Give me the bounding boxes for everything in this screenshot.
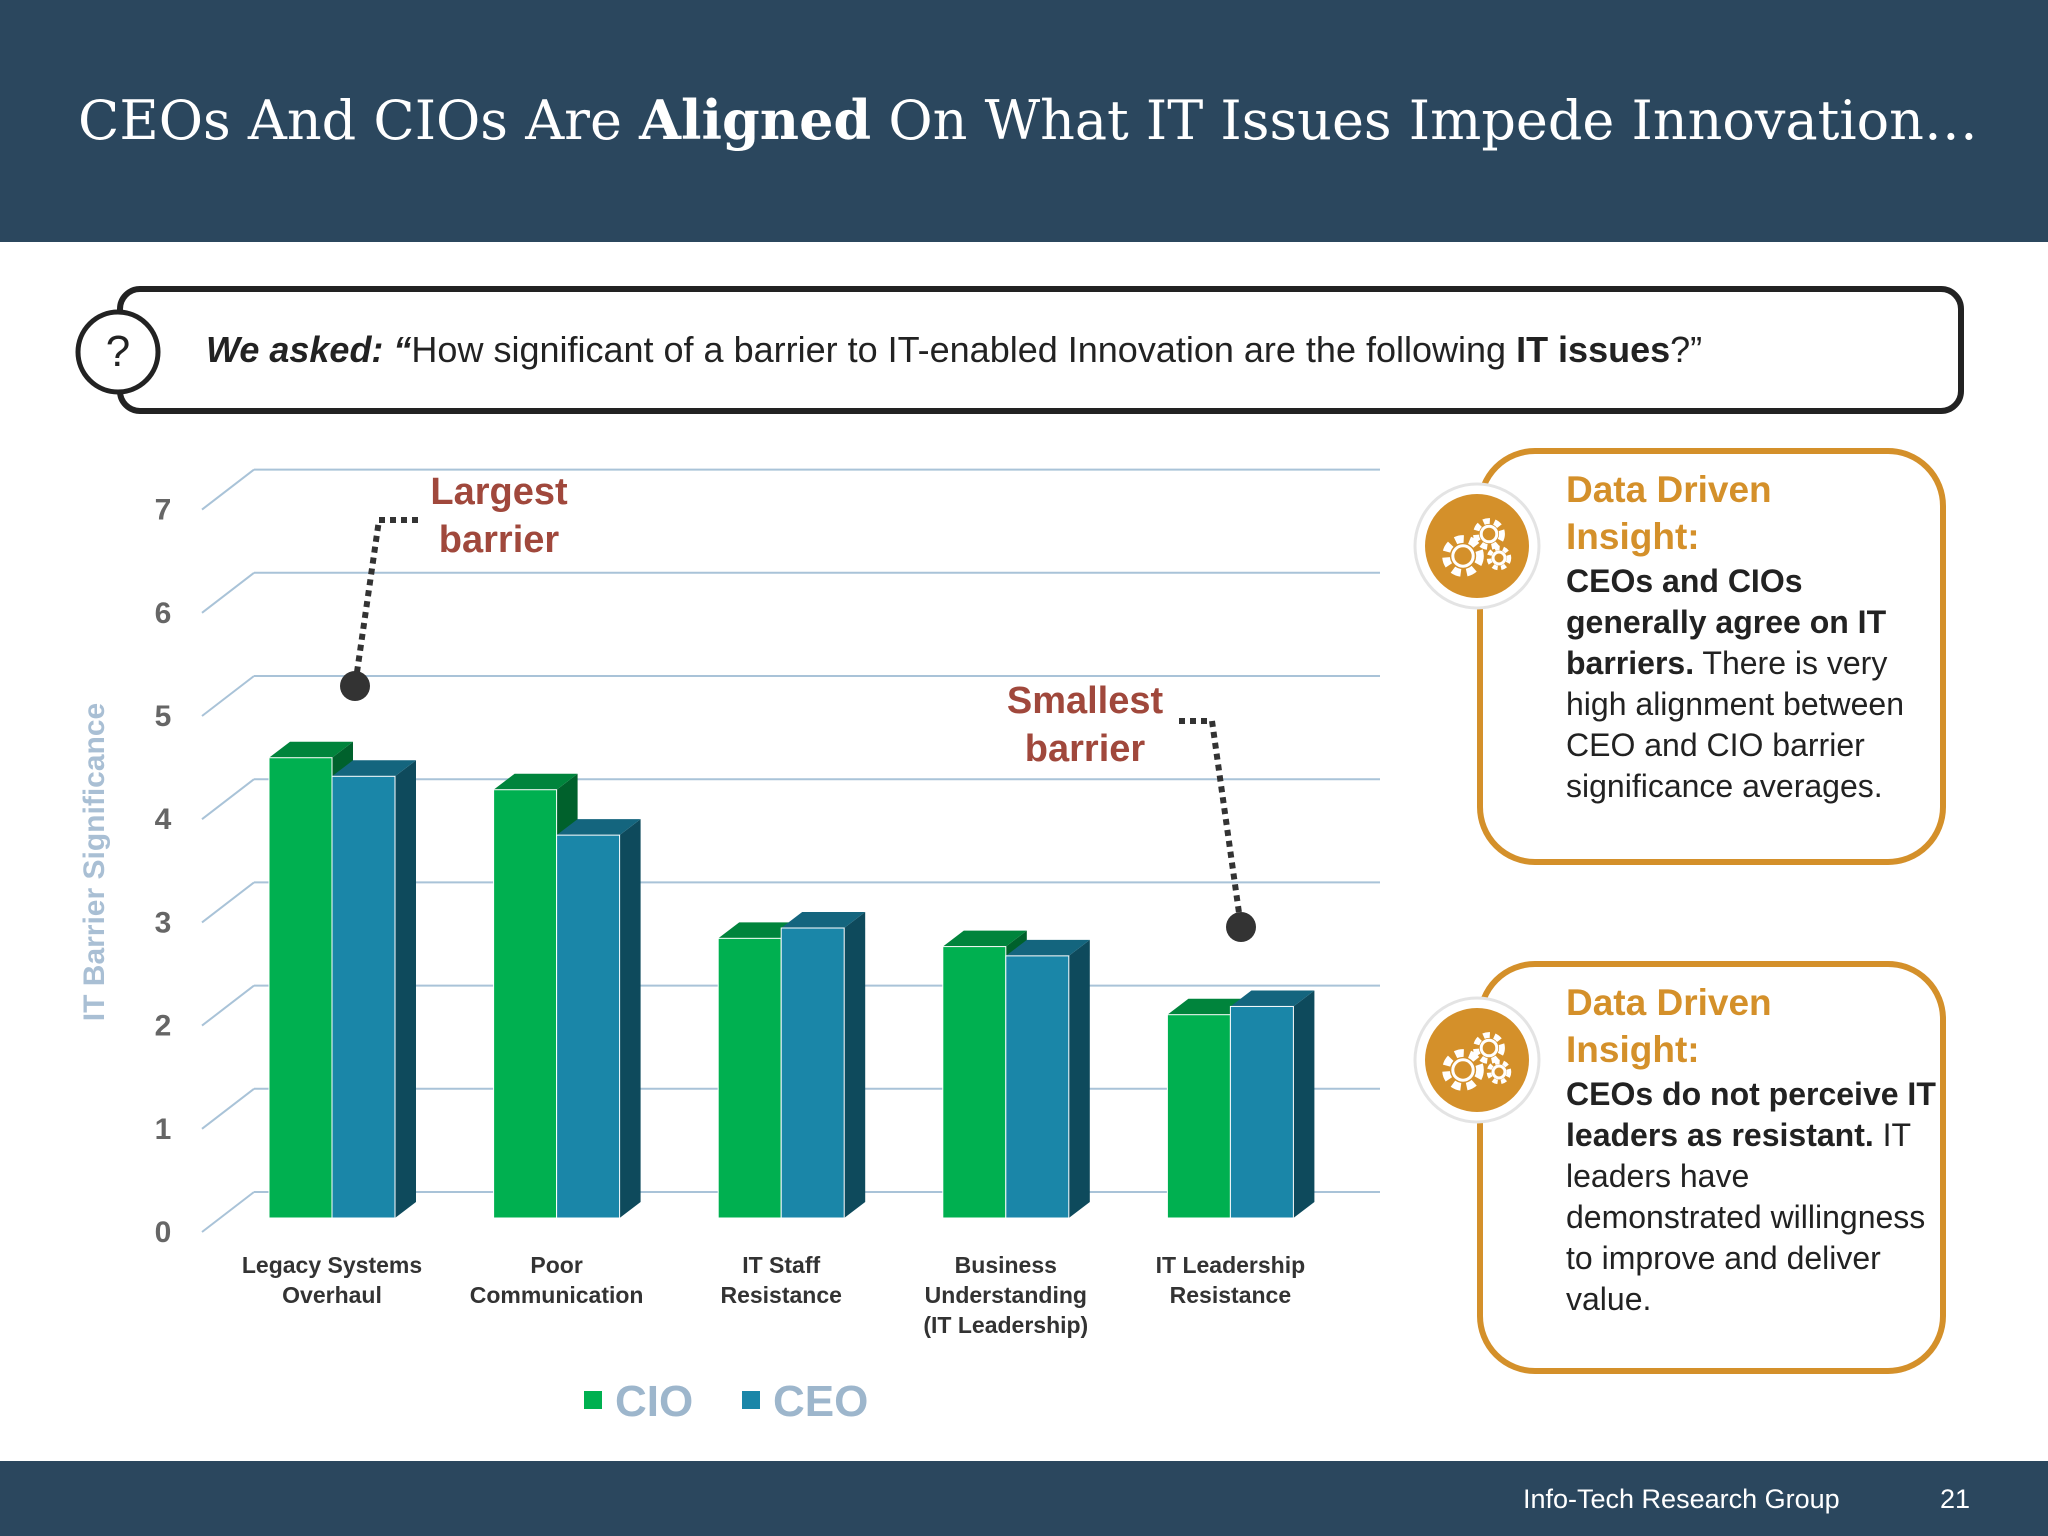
bar-top: [493, 773, 578, 790]
grid-line: [201, 984, 255, 1027]
y-tick-label: 3: [155, 906, 172, 939]
title-text: On What IT Issues Impede Innovation…: [871, 89, 1978, 152]
legend-label: CEO: [773, 1377, 868, 1426]
page-number: 21: [1940, 1484, 1971, 1514]
bar-side: [1068, 939, 1090, 1218]
bar: [780, 927, 845, 1219]
insight-bold: CEOs and CIOs generally agree on IT barr…: [1566, 563, 1887, 681]
x-tick-label: Business Understanding (IT Leadership): [923, 1252, 1089, 1338]
legend-swatch: [742, 1391, 760, 1409]
header-bar: [0, 0, 2048, 242]
gear: [1486, 1059, 1512, 1085]
grid-line: [201, 572, 255, 614]
bar-top: [1005, 939, 1090, 956]
gear: [1479, 524, 1499, 544]
question-text: How significant of a barrier to IT-enabl…: [411, 329, 1517, 370]
gear: [1442, 535, 1484, 577]
y-tick-label: 0: [155, 1216, 172, 1249]
bar-side: [844, 912, 866, 1218]
insight-body: CEOs and CIOs generally agree on IT barr…: [1566, 561, 1936, 807]
insight-text: IT leaders have demonstrated willingness…: [1566, 1117, 1926, 1317]
bar-side: [1293, 990, 1315, 1218]
gear: [1473, 518, 1505, 550]
bar: [942, 946, 1007, 1219]
bar-top: [332, 760, 416, 777]
grid-line: [201, 1191, 255, 1233]
y-tick-label: 1: [155, 1113, 172, 1146]
bar: [1166, 1014, 1231, 1219]
x-tick-label: IT Leadership Resistance: [1155, 1252, 1306, 1308]
footer-org: Info-Tech Research Group: [1523, 1484, 1840, 1514]
insight-icon: [1425, 1008, 1529, 1112]
insight-body: CEOs do not perceive IT leaders as resis…: [1566, 1074, 1936, 1320]
question: We asked: “How significant of a barrier …: [206, 329, 1702, 371]
insight-icon: [1425, 494, 1529, 598]
bar-top: [269, 741, 353, 758]
insight-title: Data Driven Insight:: [1566, 469, 1772, 557]
gear: [1491, 1064, 1507, 1080]
insight-box: [1477, 448, 1946, 1374]
leader-dot: [1226, 912, 1256, 942]
bar-top: [781, 912, 866, 929]
legend-swatch: [584, 1391, 602, 1409]
bar: [717, 937, 782, 1219]
footer-bar: [0, 1461, 2048, 1536]
gear: [1479, 1038, 1499, 1058]
bar: [493, 789, 558, 1219]
bar: [331, 775, 396, 1219]
grid-line: [201, 468, 255, 511]
leader-line: [352, 517, 418, 687]
grid-line: [201, 1088, 255, 1130]
question-mark-icon: ?: [106, 327, 130, 376]
x-tick-label: Poor Communication: [469, 1252, 644, 1308]
gear: [1491, 550, 1507, 566]
gear: [1473, 1032, 1505, 1064]
bar-top: [556, 819, 641, 836]
y-tick-label: 7: [155, 494, 172, 527]
insight-title: Data Driven Insight:: [1566, 982, 1772, 1070]
title-text: CEOs And CIOs Are: [78, 89, 640, 152]
insight-bold: CEOs do not perceive IT leaders as resis…: [1566, 1076, 1936, 1153]
bar-side: [619, 819, 641, 1218]
legend-label: CIO: [615, 1377, 693, 1426]
y-tick-label: 2: [155, 1010, 172, 1043]
leader-dot: [340, 671, 370, 701]
bar: [1229, 1005, 1294, 1219]
bar: [556, 834, 621, 1219]
y-tick-label: 6: [155, 597, 172, 630]
gear: [1486, 545, 1512, 571]
bar-top: [1230, 990, 1315, 1007]
y-axis-label: IT Barrier Significance: [78, 703, 111, 1021]
leader-line: [1179, 718, 1244, 928]
x-tick-label: IT Staff Resistance: [720, 1252, 842, 1308]
grid-line: [201, 778, 255, 820]
bar-side: [395, 760, 416, 1218]
title: CEOs And CIOs Are Aligned On What IT Iss…: [78, 88, 1978, 152]
bar-top: [942, 930, 1027, 947]
annotation: Smallest barrier: [1006, 680, 1164, 770]
bar: [1005, 955, 1070, 1219]
y-tick-label: 4: [155, 803, 172, 836]
annotation: Largest barrier: [430, 471, 568, 561]
insight-text: There is very high alignment between CEO…: [1566, 645, 1905, 804]
gear: [1442, 1049, 1484, 1091]
question-emphasis: IT issues: [1516, 329, 1671, 370]
x-tick-label: Legacy Systems Overhaul: [241, 1252, 423, 1308]
gear: [1451, 544, 1475, 568]
y-tick-label: 5: [155, 700, 172, 733]
question-icon: [75, 309, 161, 395]
grid-line: [201, 881, 255, 924]
title-emphasis: Aligned: [639, 88, 872, 152]
question-text: ?”: [1670, 329, 1703, 370]
bar: [268, 757, 333, 1219]
grid-line: [201, 675, 255, 717]
gear: [1451, 1058, 1475, 1082]
question-lead: We asked: “: [206, 329, 412, 370]
